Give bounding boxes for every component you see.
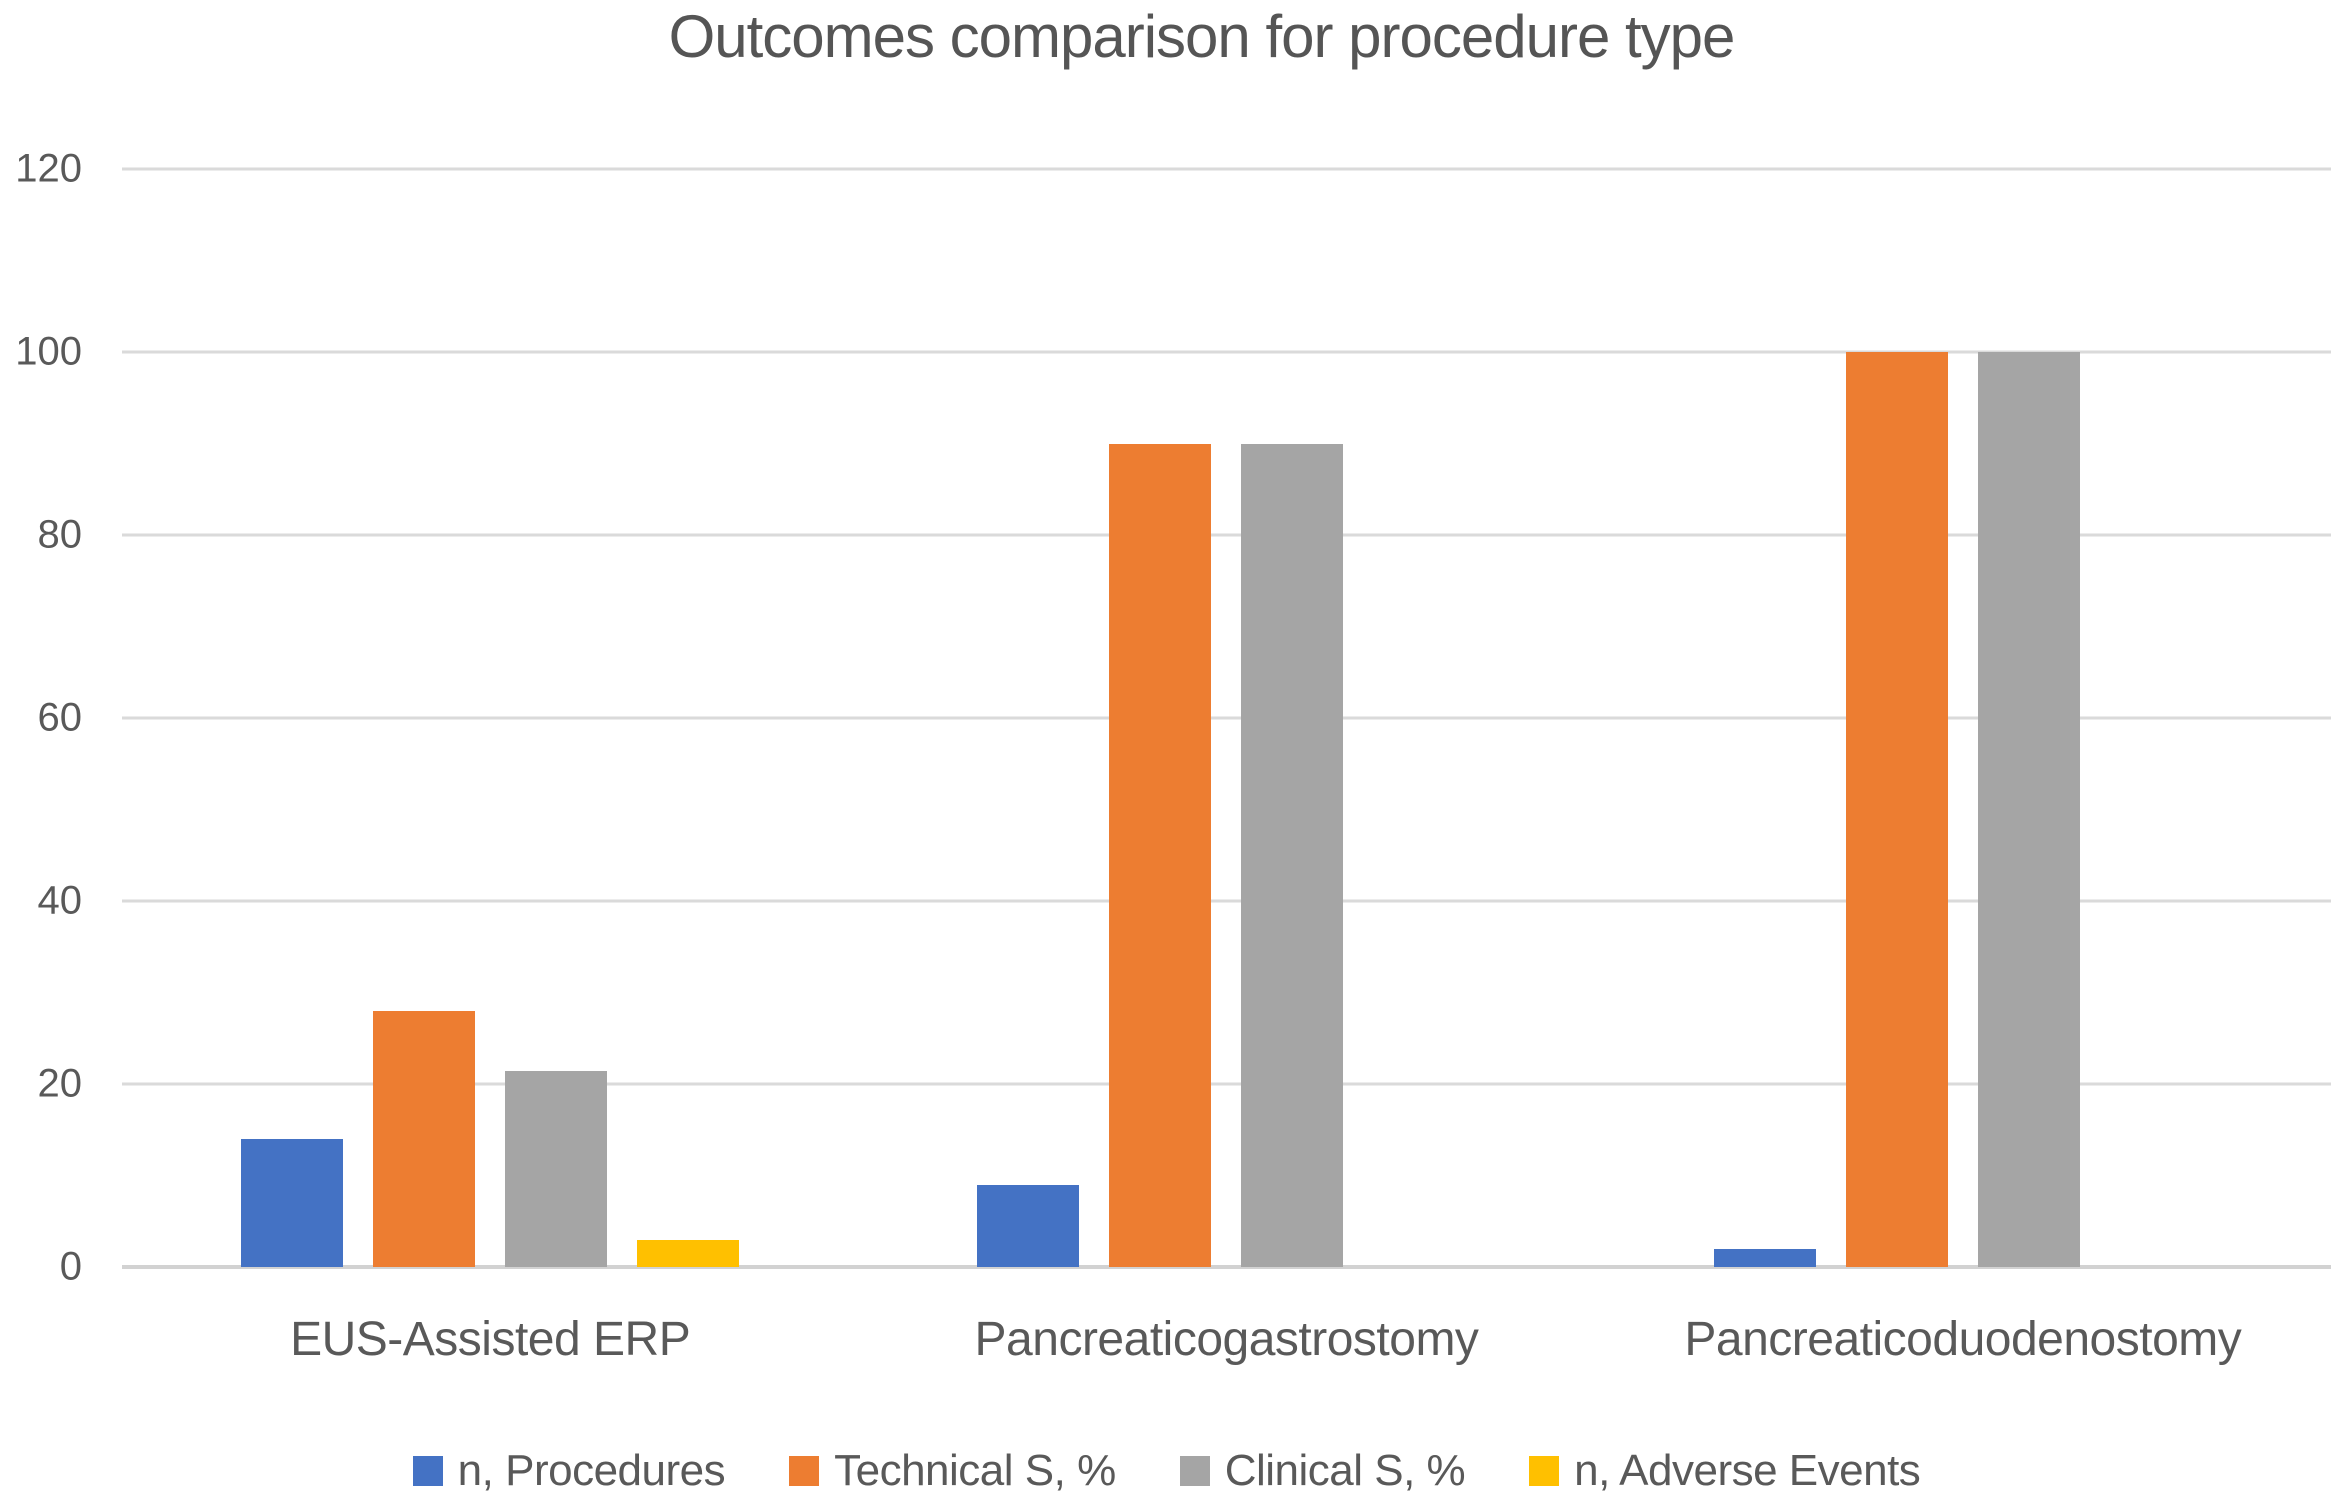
bar-group-pancreaticogastrostomy bbox=[858, 169, 1594, 1267]
x-axis-labels: EUS-Assisted ERP Pancreaticogastrostomy Pa… bbox=[122, 1312, 2331, 1367]
legend-item-n-procedures: n, Procedures bbox=[412, 1446, 726, 1496]
legend-swatch-clinical-s bbox=[1179, 1456, 1210, 1486]
legend-label: n, Procedures bbox=[457, 1446, 726, 1495]
x-axis-label-eus-assisted-erp: EUS-Assisted ERP bbox=[290, 1313, 691, 1366]
legend-swatch-n-procedures bbox=[412, 1456, 443, 1486]
y-tick-label: 0 bbox=[59, 1244, 82, 1289]
legend-item-n-adverse-events: n, Adverse Events bbox=[1529, 1446, 1921, 1496]
bar-n-procedures-eus-assisted-erp bbox=[241, 1138, 344, 1267]
gridline bbox=[122, 1082, 2331, 1086]
y-tick-label: 60 bbox=[37, 695, 83, 740]
y-tick-label: 100 bbox=[15, 329, 82, 374]
bar-group-pancreaticoduodenostomy bbox=[1595, 169, 2331, 1267]
legend-swatch-technical-s bbox=[789, 1456, 820, 1486]
bar-group-eus-assisted-erp bbox=[122, 169, 858, 1267]
bars-layer bbox=[122, 169, 2331, 1267]
bar-clinical-s-pancreaticogastrostomy bbox=[1241, 443, 1344, 1267]
legend-item-clinical-s: Clinical S, % bbox=[1179, 1446, 1466, 1496]
bar-n-adverse-events-eus-assisted-erp bbox=[637, 1239, 740, 1267]
legend-label: Technical S, % bbox=[834, 1446, 1116, 1495]
y-tick-label: 80 bbox=[37, 512, 83, 557]
y-tick-label: 20 bbox=[37, 1061, 83, 1106]
gridline bbox=[122, 167, 2331, 171]
bar-technical-s-pancreaticoduodenostomy bbox=[1845, 352, 1948, 1267]
x-axis-baseline bbox=[122, 1265, 2331, 1269]
legend: n, Procedures Technical S, % Clinical S, %… bbox=[0, 1446, 2333, 1496]
legend-swatch-n-adverse-events bbox=[1529, 1456, 1560, 1486]
gridline bbox=[122, 533, 2331, 537]
bar-clinical-s-pancreaticoduodenostomy bbox=[1977, 352, 2080, 1267]
gridline bbox=[122, 350, 2331, 354]
bar-technical-s-eus-assisted-erp bbox=[373, 1010, 476, 1267]
y-tick-label: 40 bbox=[37, 878, 83, 923]
chart-title: Outcomes comparison for procedure type bbox=[668, 3, 1736, 70]
legend-item-technical-s: Technical S, % bbox=[789, 1446, 1116, 1496]
x-axis-label-pancreaticoduodenostomy: Pancreaticoduodenostomy bbox=[1684, 1313, 2242, 1366]
bar-clinical-s-eus-assisted-erp bbox=[505, 1071, 608, 1267]
bar-technical-s-pancreaticogastrostomy bbox=[1109, 443, 1212, 1267]
bar-n-procedures-pancreaticogastrostomy bbox=[977, 1184, 1080, 1267]
y-tick-label: 120 bbox=[15, 146, 82, 191]
plot-area bbox=[122, 167, 2331, 1269]
bar-n-procedures-pancreaticoduodenostomy bbox=[1713, 1248, 1816, 1267]
gridline bbox=[122, 716, 2331, 720]
legend-label: Clinical S, % bbox=[1224, 1446, 1466, 1495]
y-axis-labels: 0 20 40 60 80 100 120 bbox=[0, 147, 86, 1289]
legend-label: n, Adverse Events bbox=[1574, 1446, 1921, 1495]
gridline bbox=[122, 899, 2331, 903]
x-axis-label-pancreaticogastrostomy: Pancreaticogastrostomy bbox=[974, 1313, 1479, 1366]
